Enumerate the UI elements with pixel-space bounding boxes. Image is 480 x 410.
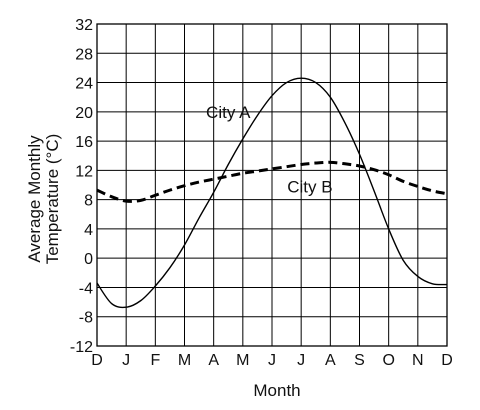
x-tick-label: D (441, 352, 453, 369)
y-tick-label: 28 (75, 46, 93, 63)
city-a-line (96, 77, 448, 309)
y-tick-label: -12 (70, 339, 93, 356)
x-tick-label: A (325, 352, 336, 369)
x-tick-label: M (236, 352, 249, 369)
x-tick-label: N (412, 352, 424, 369)
y-tick-label: 8 (84, 193, 93, 210)
y-tick-label: 0 (84, 251, 93, 268)
x-tick-label: A (208, 352, 219, 369)
y-axis-title-line-2: Temperature (°C) (43, 134, 62, 265)
y-tick-label: 20 (75, 105, 93, 122)
x-tick-label: O (382, 352, 394, 369)
x-tick-label: D (91, 352, 103, 369)
y-tick-label: -4 (79, 280, 93, 297)
city-b-label: City B (287, 177, 332, 196)
x-tick-label: M (178, 352, 191, 369)
y-tick-label: 4 (84, 222, 93, 239)
y-tick-label: 16 (75, 134, 93, 151)
y-tick-label: 12 (75, 163, 93, 180)
x-tick-label: J (122, 352, 130, 369)
x-tick-label: J (268, 352, 276, 369)
y-axis-title-line-1: Average Monthly (25, 135, 44, 263)
city-a-label: City A (206, 103, 251, 122)
y-tick-label: 32 (75, 17, 93, 34)
x-axis-title: Month (253, 381, 300, 400)
x-tick-label: J (297, 352, 305, 369)
y-tick-label: -8 (79, 310, 93, 327)
city-b-line (96, 160, 448, 203)
y-tick-label: 24 (75, 76, 93, 93)
x-tick-label: F (150, 352, 160, 369)
x-tick-label: S (354, 352, 365, 369)
